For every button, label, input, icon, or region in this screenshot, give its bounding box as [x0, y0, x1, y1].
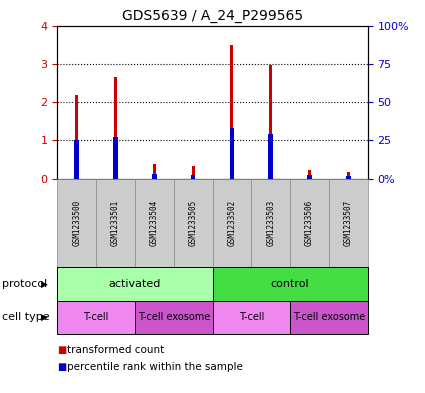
Bar [113, 138, 118, 179]
Text: GSM1233503: GSM1233503 [266, 200, 275, 246]
Text: activated: activated [109, 279, 161, 289]
Bar [191, 174, 196, 179]
Bar [307, 175, 312, 179]
Bar [230, 128, 234, 179]
Bar [192, 166, 195, 179]
Text: GSM1233507: GSM1233507 [344, 200, 353, 246]
Text: GSM1233505: GSM1233505 [189, 200, 198, 246]
Bar [75, 94, 78, 179]
Text: ▶: ▶ [41, 279, 48, 288]
Text: protocol: protocol [2, 279, 47, 289]
Text: GSM1233500: GSM1233500 [72, 200, 81, 246]
Text: T-cell exosome: T-cell exosome [138, 312, 210, 322]
Text: control: control [271, 279, 309, 289]
Text: percentile rank within the sample: percentile rank within the sample [67, 362, 243, 373]
Text: ■: ■ [57, 345, 67, 355]
Bar [268, 134, 273, 179]
Text: T-cell: T-cell [238, 312, 264, 322]
Text: cell type: cell type [2, 312, 50, 322]
Text: GSM1233506: GSM1233506 [305, 200, 314, 246]
Bar [152, 174, 157, 179]
Bar [153, 164, 156, 179]
Text: GSM1233504: GSM1233504 [150, 200, 159, 246]
Text: T-cell exosome: T-cell exosome [293, 312, 365, 322]
Text: GSM1233501: GSM1233501 [111, 200, 120, 246]
Text: ▶: ▶ [41, 313, 48, 322]
Text: T-cell: T-cell [83, 312, 109, 322]
Bar [269, 64, 272, 179]
Bar [346, 176, 351, 179]
Bar [230, 45, 233, 179]
Text: ■: ■ [57, 362, 67, 373]
Title: GDS5639 / A_24_P299565: GDS5639 / A_24_P299565 [122, 9, 303, 23]
Bar [74, 140, 79, 179]
Bar [347, 172, 350, 179]
Text: GSM1233502: GSM1233502 [227, 200, 236, 246]
Bar [308, 171, 311, 179]
Bar [114, 77, 117, 179]
Text: transformed count: transformed count [67, 345, 164, 355]
